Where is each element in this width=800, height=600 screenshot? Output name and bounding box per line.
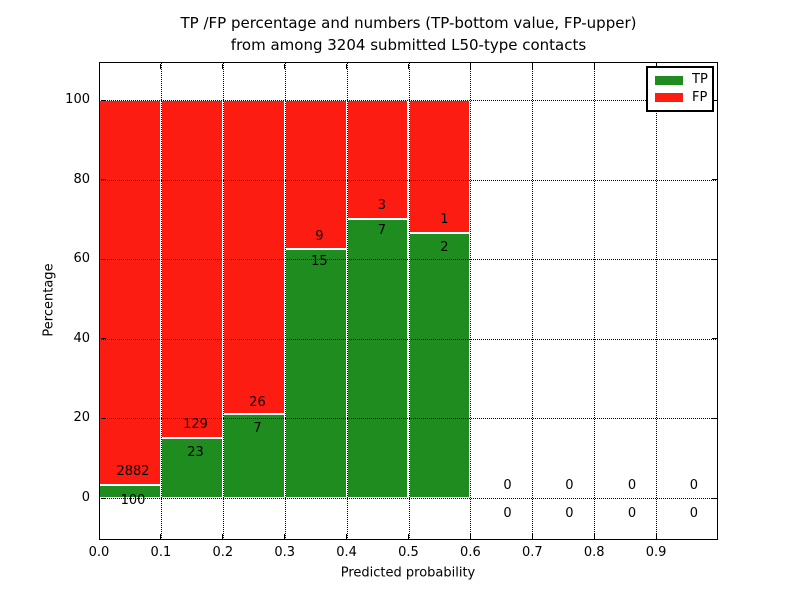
y-axis-label: Percentage [41, 263, 57, 337]
legend-fp-swatch-icon [655, 93, 683, 103]
x-tick-mark [655, 533, 657, 539]
bar-segment-fp [284, 100, 347, 250]
y-tick-mark [100, 417, 106, 419]
legend-fp-label: FP [692, 89, 708, 105]
y-tick-label: 0 [81, 490, 90, 505]
bar-segment-tp [222, 413, 285, 498]
y-tick-label: 80 [73, 171, 90, 187]
bar-count-fp-label: 3 [377, 198, 387, 214]
bar-count-fp-label: 0 [689, 478, 698, 494]
legend-tp-swatch-icon [655, 75, 683, 85]
bar-segment-fp [222, 100, 285, 414]
legend-tp-label: TP [692, 72, 708, 88]
legend-item-tp: TP [655, 73, 712, 87]
y-tick-mark-right [711, 258, 717, 260]
bar-segment-fp [160, 100, 223, 438]
bar-count-tp-label: 23 [187, 445, 204, 461]
bar-segment-fp [99, 100, 161, 485]
bar-segment-fp [408, 100, 471, 233]
x-tick-label: 0.4 [336, 545, 357, 560]
x-axis-label: Predicted probability [340, 565, 476, 581]
bar-count-fp-label: 0 [627, 478, 637, 494]
x-tick-mark [160, 533, 162, 539]
x-tick-label: 0.9 [645, 545, 667, 560]
x-tick-mark [408, 533, 409, 539]
x-tick-label: 0.3 [274, 545, 296, 560]
x-tick-mark-top [408, 63, 409, 69]
x-tick-label: 0.7 [521, 545, 543, 560]
y-tick-mark-right [711, 417, 717, 419]
bar-count-tp-label: 15 [311, 254, 328, 270]
y-tick-mark-right [711, 497, 717, 499]
chart-title-line1: TP /FP percentage and numbers (TP-bottom… [180, 14, 637, 32]
bar-count-fp-label: 9 [315, 229, 324, 245]
chart-title: TP /FP percentage and numbers (TP-bottom… [99, 12, 718, 56]
bar-count-fp-label: 0 [503, 478, 512, 494]
x-tick-mark-top [531, 63, 533, 69]
y-tick-mark [100, 338, 106, 340]
bar-count-tp-label: 0 [503, 505, 512, 521]
grid-line-vertical [408, 62, 410, 540]
x-tick-mark-top [222, 63, 224, 69]
x-tick-label: 0.2 [212, 545, 234, 560]
bar-segment-tp [284, 249, 347, 498]
grid-line-vertical [532, 62, 534, 540]
y-tick-label: 100 [65, 92, 90, 107]
x-tick-label: 0.5 [398, 545, 419, 560]
bar-count-tp-label: 2 [440, 240, 449, 256]
x-tick-mark [531, 533, 533, 539]
x-tick-label: 0.8 [583, 545, 605, 560]
y-tick-mark [100, 497, 106, 499]
bar-count-tp-label: 0 [627, 505, 637, 521]
x-tick-mark-top [160, 63, 162, 69]
y-tick-mark [100, 258, 106, 260]
x-tick-mark-top [593, 63, 595, 69]
x-tick-mark [98, 533, 100, 539]
bar-count-tp-label: 7 [377, 223, 387, 239]
y-tick-mark-right [711, 338, 717, 340]
y-tick-mark [100, 179, 106, 181]
grid-line-vertical [284, 62, 286, 540]
x-tick-label: 0.1 [150, 545, 172, 560]
bar-count-tp-label: 0 [565, 505, 574, 521]
grid-line-vertical [594, 62, 596, 540]
bar-count-fp-label: 0 [565, 478, 574, 494]
grid-line-vertical [160, 62, 162, 540]
bar-count-fp-label: 26 [249, 394, 266, 410]
bar-count-fp-label: 129 [183, 416, 208, 432]
bar-count-tp-label: 100 [120, 493, 146, 509]
bar-segment-tp [408, 232, 471, 498]
grid-line-vertical [346, 62, 348, 540]
grid-line-vertical [656, 62, 658, 540]
y-tick-mark-right [711, 179, 717, 181]
grid-line-vertical [470, 62, 472, 540]
bar-count-tp-label: 7 [253, 420, 262, 436]
x-tick-mark [346, 533, 348, 539]
y-tick-mark [100, 99, 106, 101]
legend: TP FP [646, 66, 714, 112]
x-tick-mark [222, 533, 224, 539]
bar-segment-fp [346, 100, 409, 220]
bar-count-tp-label: 0 [689, 505, 698, 521]
x-tick-mark-top [98, 63, 100, 69]
y-tick-label: 40 [73, 330, 90, 346]
x-tick-label: 0.6 [460, 545, 481, 560]
x-tick-mark [469, 533, 471, 539]
legend-item-fp: FP [655, 89, 712, 105]
bar-count-fp-label: 2882 [116, 464, 150, 480]
chart-title-line2: from among 3204 submitted L50-type conta… [230, 36, 587, 54]
x-tick-mark-top [469, 63, 471, 69]
grid-line-vertical [222, 62, 224, 540]
y-tick-label: 60 [73, 251, 90, 267]
x-tick-mark-top [346, 63, 348, 69]
bar-count-fp-label: 1 [440, 212, 449, 228]
x-tick-mark [284, 533, 286, 539]
x-tick-mark-top [284, 63, 286, 69]
x-tick-label: 0.0 [88, 545, 110, 560]
y-tick-mark-right [711, 99, 717, 101]
x-tick-mark [593, 533, 595, 539]
y-tick-label: 20 [73, 410, 90, 426]
